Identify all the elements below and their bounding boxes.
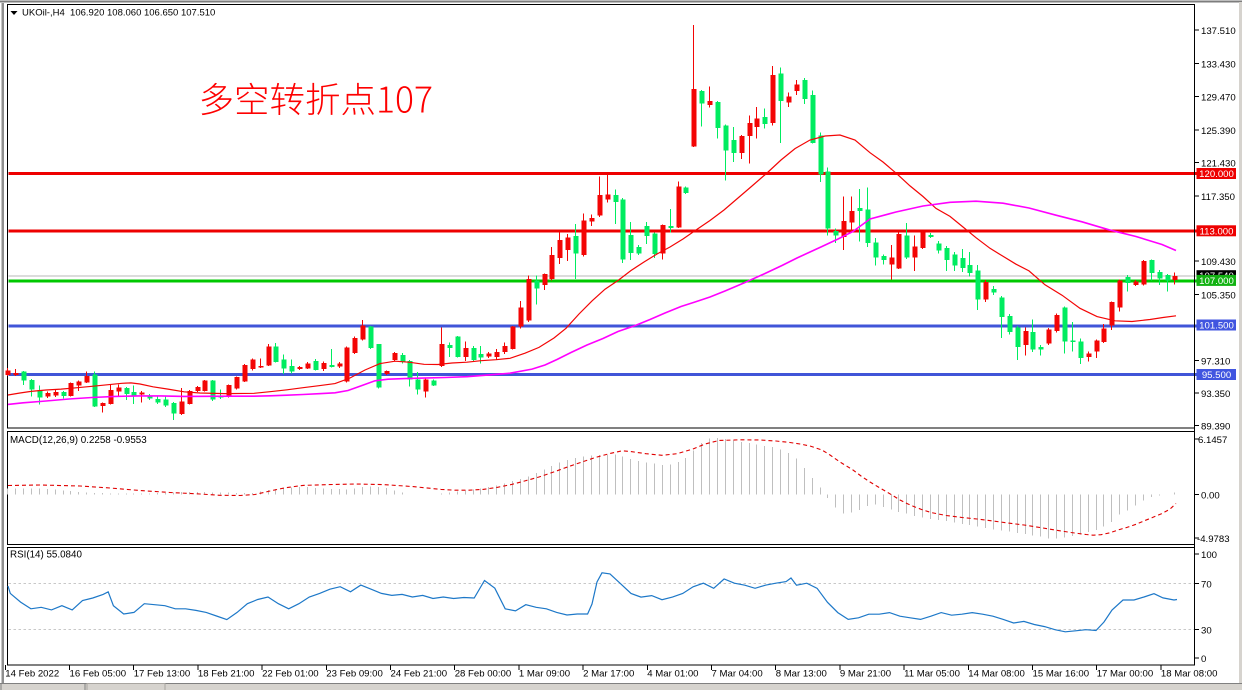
svg-text:17 Feb 13:00: 17 Feb 13:00 [134,669,191,680]
svg-text:7 Mar 04:00: 7 Mar 04:00 [712,669,763,680]
svg-text:101.500: 101.500 [1199,321,1234,332]
svg-text:28 Feb 00:00: 28 Feb 00:00 [455,669,512,680]
svg-text:89.390: 89.390 [1201,422,1230,433]
svg-text:1 Mar 09:00: 1 Mar 09:00 [519,669,570,680]
svg-text:17 Mar 00:00: 17 Mar 00:00 [1097,669,1154,680]
svg-text:95.500: 95.500 [1202,370,1231,381]
svg-text:129.470: 129.470 [1201,92,1236,103]
svg-text:113.000: 113.000 [1200,226,1234,237]
svg-text:6.1457: 6.1457 [1198,435,1227,446]
svg-text:RSI(14) 55.0840: RSI(14) 55.0840 [10,550,82,561]
svg-text:105.350: 105.350 [1201,290,1236,301]
svg-text:14 Feb 2022: 14 Feb 2022 [5,669,59,680]
svg-text:93.350: 93.350 [1201,389,1230,400]
svg-text:2 Mar 17:00: 2 Mar 17:00 [583,669,634,680]
svg-text:18 Mar 08:00: 18 Mar 08:00 [1161,669,1218,680]
svg-text:18 Feb 21:00: 18 Feb 21:00 [198,669,255,680]
svg-text:109.430: 109.430 [1201,257,1236,268]
svg-text:UKOil-,H4 106.920 108.060 106: UKOil-,H4 106.920 108.060 106.650 107.51… [22,8,215,19]
svg-text:15 Mar 16:00: 15 Mar 16:00 [1033,669,1090,680]
svg-text:0: 0 [1201,654,1206,665]
svg-text:9 Mar 21:00: 9 Mar 21:00 [840,669,891,680]
svg-text:97.310: 97.310 [1201,356,1230,367]
svg-text:-4.9783: -4.9783 [1197,534,1230,545]
svg-text:117.350: 117.350 [1201,192,1235,203]
svg-text:24 Feb 21:00: 24 Feb 21:00 [391,669,448,680]
svg-text:11 Mar 05:00: 11 Mar 05:00 [904,669,960,680]
svg-text:133.430: 133.430 [1201,60,1236,71]
svg-text:8 Mar 13:00: 8 Mar 13:00 [776,669,827,680]
svg-text:120.000: 120.000 [1199,169,1234,180]
svg-text:23 Feb 09:00: 23 Feb 09:00 [326,669,383,680]
svg-text:0.00: 0.00 [1201,491,1220,502]
svg-text:4 Mar 01:00: 4 Mar 01:00 [647,669,698,680]
svg-text:121.430: 121.430 [1201,158,1236,169]
svg-text:125.390: 125.390 [1201,126,1236,137]
svg-text:14 Mar 08:00: 14 Mar 08:00 [968,669,1025,680]
svg-text:MACD(12,26,9) 0.2258 -0.9553: MACD(12,26,9) 0.2258 -0.9553 [10,435,147,446]
svg-text:70: 70 [1201,580,1212,591]
svg-text:107.000: 107.000 [1199,276,1234,287]
svg-text:100: 100 [1201,550,1217,561]
svg-text:16 Feb 05:00: 16 Feb 05:00 [70,669,127,680]
svg-text:137.510: 137.510 [1201,26,1236,37]
svg-text:22 Feb 01:00: 22 Feb 01:00 [262,669,319,680]
svg-text:30: 30 [1201,626,1212,637]
